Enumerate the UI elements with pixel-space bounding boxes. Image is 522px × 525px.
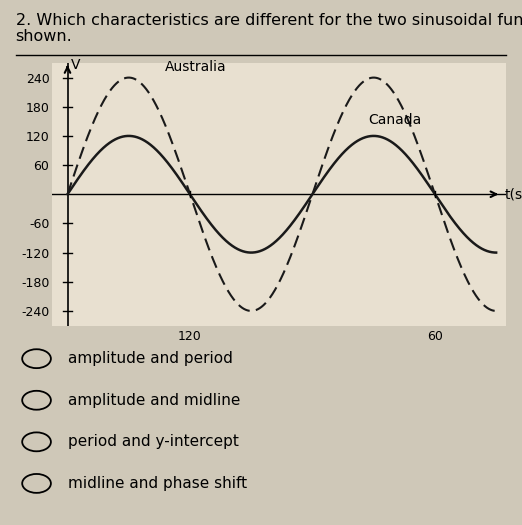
Text: t(s): t(s) [504, 187, 522, 201]
Text: shown.: shown. [16, 29, 73, 44]
Text: midline and phase shift: midline and phase shift [68, 476, 247, 491]
Text: period and y-intercept: period and y-intercept [68, 434, 239, 449]
Text: Australia: Australia [164, 60, 226, 74]
Text: Canada: Canada [369, 113, 422, 127]
Text: amplitude and period: amplitude and period [68, 351, 233, 366]
Text: amplitude and midline: amplitude and midline [68, 393, 240, 408]
Text: 2. Which characteristics are different for the two sinusoidal functions: 2. Which characteristics are different f… [16, 13, 522, 28]
Text: V: V [70, 58, 80, 72]
